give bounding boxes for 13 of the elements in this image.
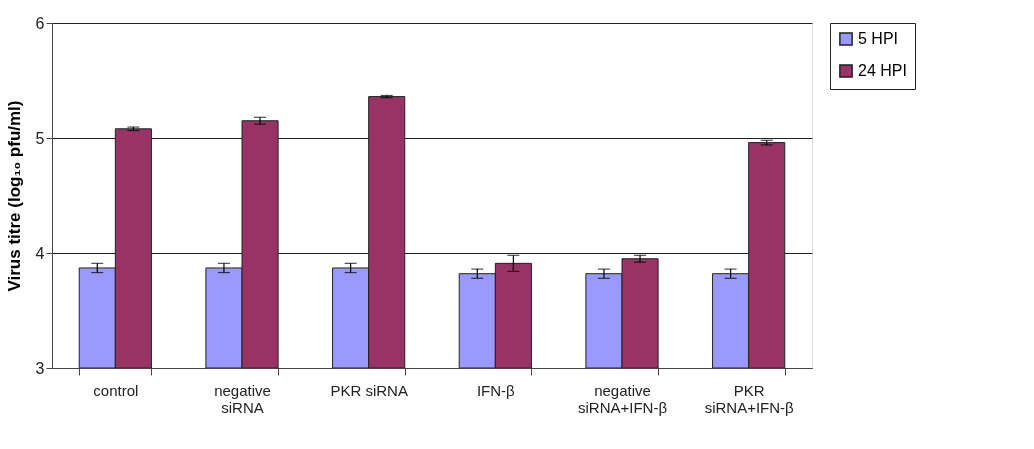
x-tick-label: PKR siRNA <box>330 381 408 399</box>
legend-label: 5 HPI <box>858 30 899 47</box>
y-tick-label: 3 <box>35 359 45 377</box>
y-tick-label: 6 <box>35 14 45 32</box>
x-tick-label: PKR siRNA+IFN-β <box>704 381 795 416</box>
legend-label: 24 HPI <box>858 62 907 79</box>
x-tick-label: negative siRNA+IFN-β <box>577 381 668 416</box>
y-tick-label: 5 <box>35 129 45 147</box>
x-tick-label: negative siRNA <box>214 381 271 416</box>
x-tick-label: IFN-β <box>476 381 516 399</box>
x-tick-label: control <box>93 381 139 399</box>
y-axis-title: Virus titre (log₁₀ pfu/ml) <box>4 100 24 292</box>
y-tick-label: 4 <box>35 244 45 262</box>
